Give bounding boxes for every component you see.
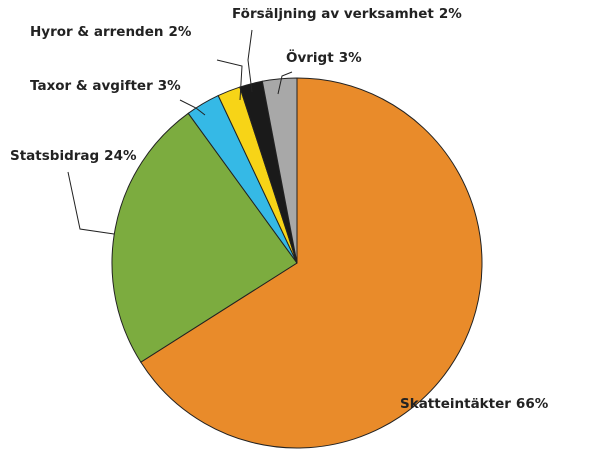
- leader-line: [67, 171, 115, 235]
- category-label: Taxor & avgifter: [30, 78, 153, 94]
- slice-label: Övrigt 3%: [286, 48, 362, 66]
- leader-line: [277, 71, 293, 95]
- leader-line: [247, 29, 253, 93]
- leader-line: [216, 59, 243, 101]
- pie-slice: [111, 112, 298, 363]
- category-label: Hyror & arrenden: [30, 24, 163, 40]
- value-label: 2%: [168, 24, 191, 40]
- category-label: Skatteintäkter: [400, 396, 511, 412]
- value-label: 3%: [339, 50, 362, 66]
- value-label: 3%: [158, 78, 181, 94]
- leader-line: [179, 99, 206, 116]
- slice-label: Skatteintäkter 66%: [400, 396, 549, 412]
- category-label: Försäljning av verksamhet: [232, 6, 434, 22]
- pie-slice: [140, 77, 483, 449]
- slice-label: Taxor & avgifter 3%: [30, 78, 181, 94]
- category-label: Statsbidrag: [10, 148, 99, 164]
- slice-label: Försäljning av verksamhet 2%: [232, 6, 462, 22]
- value-label: 24%: [104, 148, 137, 164]
- category-label: Övrigt: [286, 48, 334, 66]
- value-label: 2%: [439, 6, 462, 22]
- pie-slice: [261, 77, 298, 264]
- value-label: 66%: [516, 396, 549, 412]
- slice-label: Hyror & arrenden 2%: [30, 24, 192, 40]
- slice-label: Statsbidrag 24%: [10, 148, 137, 164]
